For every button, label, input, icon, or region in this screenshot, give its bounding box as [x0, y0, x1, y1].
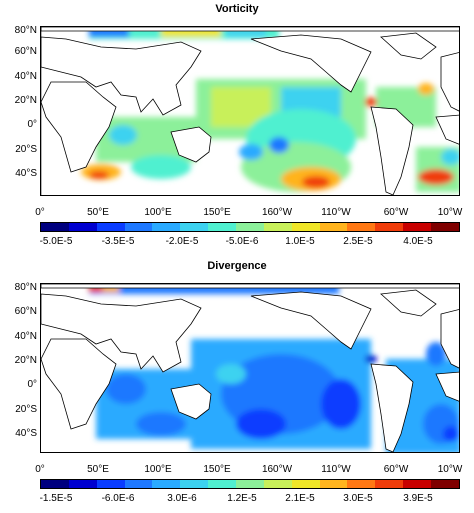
- divergence-map: [40, 283, 460, 453]
- colorbar-swatch: [263, 480, 292, 488]
- colorbar-label: 3.0E-5: [343, 493, 373, 504]
- colorbar-swatch: [152, 480, 181, 488]
- colorbar-label: -2.0E-5: [165, 236, 199, 247]
- lon-label: 0°: [35, 207, 45, 218]
- lon-label: 160°W: [261, 207, 293, 218]
- colorbar-label: 1.2E-5: [227, 493, 257, 504]
- panel-title: Divergence: [207, 260, 267, 272]
- lon-label: 60°W: [383, 207, 409, 218]
- colorbar-swatch: [403, 480, 432, 488]
- colorbar-label: -6.0E-6: [101, 493, 135, 504]
- lon-label: 60°W: [383, 464, 409, 475]
- colorbar-swatch: [403, 223, 432, 231]
- panel-title: Vorticity: [215, 3, 259, 15]
- lon-label: 0°: [35, 464, 45, 475]
- colorbar-label: 2.5E-5: [343, 236, 373, 247]
- lon-label: 50°E: [87, 207, 109, 218]
- land-outline: [41, 284, 459, 452]
- lon-label: 50°E: [87, 464, 109, 475]
- colorbar-swatch: [236, 223, 264, 231]
- colorbar-swatch: [124, 480, 153, 488]
- colorbar-label: 3.9E-5: [403, 493, 433, 504]
- colorbar-swatch: [41, 223, 69, 231]
- colorbar-label: -5.0E-5: [39, 236, 73, 247]
- colorbar-label: 3.0E-6: [167, 493, 197, 504]
- colorbar-swatch: [96, 480, 125, 488]
- lon-label: 110°W: [321, 464, 351, 475]
- colorbar-swatch: [180, 223, 209, 231]
- lat-label: 20°N: [14, 95, 37, 106]
- lon-label: 150°E: [203, 464, 231, 475]
- lat-label: 80°N: [14, 282, 37, 293]
- lat-label: 40°N: [14, 71, 37, 82]
- lat-label: 40°N: [14, 331, 37, 342]
- colorbar-swatch: [68, 223, 97, 231]
- colorbar-label: -3.5E-5: [101, 236, 135, 247]
- lon-label: 10°W: [437, 207, 463, 218]
- vorticity-field: [41, 27, 459, 195]
- colorbar-label: 4.0E-5: [403, 236, 433, 247]
- divergence-field: [41, 284, 459, 452]
- lat-label: 40°S: [15, 428, 37, 439]
- colorbar-swatch: [375, 480, 404, 488]
- lat-label: 0°: [27, 119, 37, 130]
- lon-label: 10°W: [437, 464, 463, 475]
- colorbar-label: 1.0E-5: [285, 236, 315, 247]
- lon-label: 110°W: [321, 207, 351, 218]
- colorbar-label: 2.1E-5: [285, 493, 315, 504]
- colorbar-swatch: [291, 480, 320, 488]
- lon-label: 100°E: [144, 464, 172, 475]
- colorbar-swatch: [96, 223, 125, 231]
- lat-label: 0°: [27, 379, 37, 390]
- lon-label: 100°E: [144, 207, 172, 218]
- lat-label: 60°N: [14, 46, 37, 57]
- colorbar-swatch: [319, 223, 348, 231]
- colorbar-swatch: [152, 223, 181, 231]
- vorticity-panel: Vorticity 80°N 60°N 40°N 20°N 0° 20°S 40…: [0, 0, 474, 256]
- lat-label: 40°S: [15, 168, 37, 179]
- land-outline: [41, 27, 459, 195]
- colorbar-swatch: [431, 223, 459, 231]
- lat-label: 80°N: [14, 25, 37, 36]
- colorbar-swatch: [347, 480, 376, 488]
- colorbar-label: -5.0E-6: [225, 236, 259, 247]
- colorbar-swatch: [236, 480, 264, 488]
- colorbar-swatch: [124, 223, 153, 231]
- divergence-panel: Divergence 80°N 60°N 40°N 20°N 0° 20°S 4…: [0, 257, 474, 513]
- colorbar-swatch: [41, 480, 69, 488]
- colorbar-swatch: [319, 480, 348, 488]
- colorbar-swatch: [263, 223, 292, 231]
- lon-label: 150°E: [203, 207, 231, 218]
- lon-label: 160°W: [261, 464, 293, 475]
- lat-label: 60°N: [14, 306, 37, 317]
- lat-label: 20°N: [14, 355, 37, 366]
- colorbar-swatch: [180, 480, 209, 488]
- colorbar-swatch: [431, 480, 459, 488]
- colorbar-swatch: [291, 223, 320, 231]
- vorticity-colorbar: [40, 222, 460, 232]
- colorbar-swatch: [208, 480, 237, 488]
- colorbar-swatch: [347, 223, 376, 231]
- divergence-colorbar: [40, 479, 460, 489]
- lat-label: 20°S: [15, 144, 37, 155]
- divergence-shading: [88, 284, 459, 452]
- colorbar-label: -1.5E-5: [39, 493, 73, 504]
- lat-label: 20°S: [15, 404, 37, 415]
- colorbar-swatch: [375, 223, 404, 231]
- colorbar-swatch: [208, 223, 237, 231]
- vorticity-map: [40, 26, 460, 196]
- colorbar-swatch: [68, 480, 97, 488]
